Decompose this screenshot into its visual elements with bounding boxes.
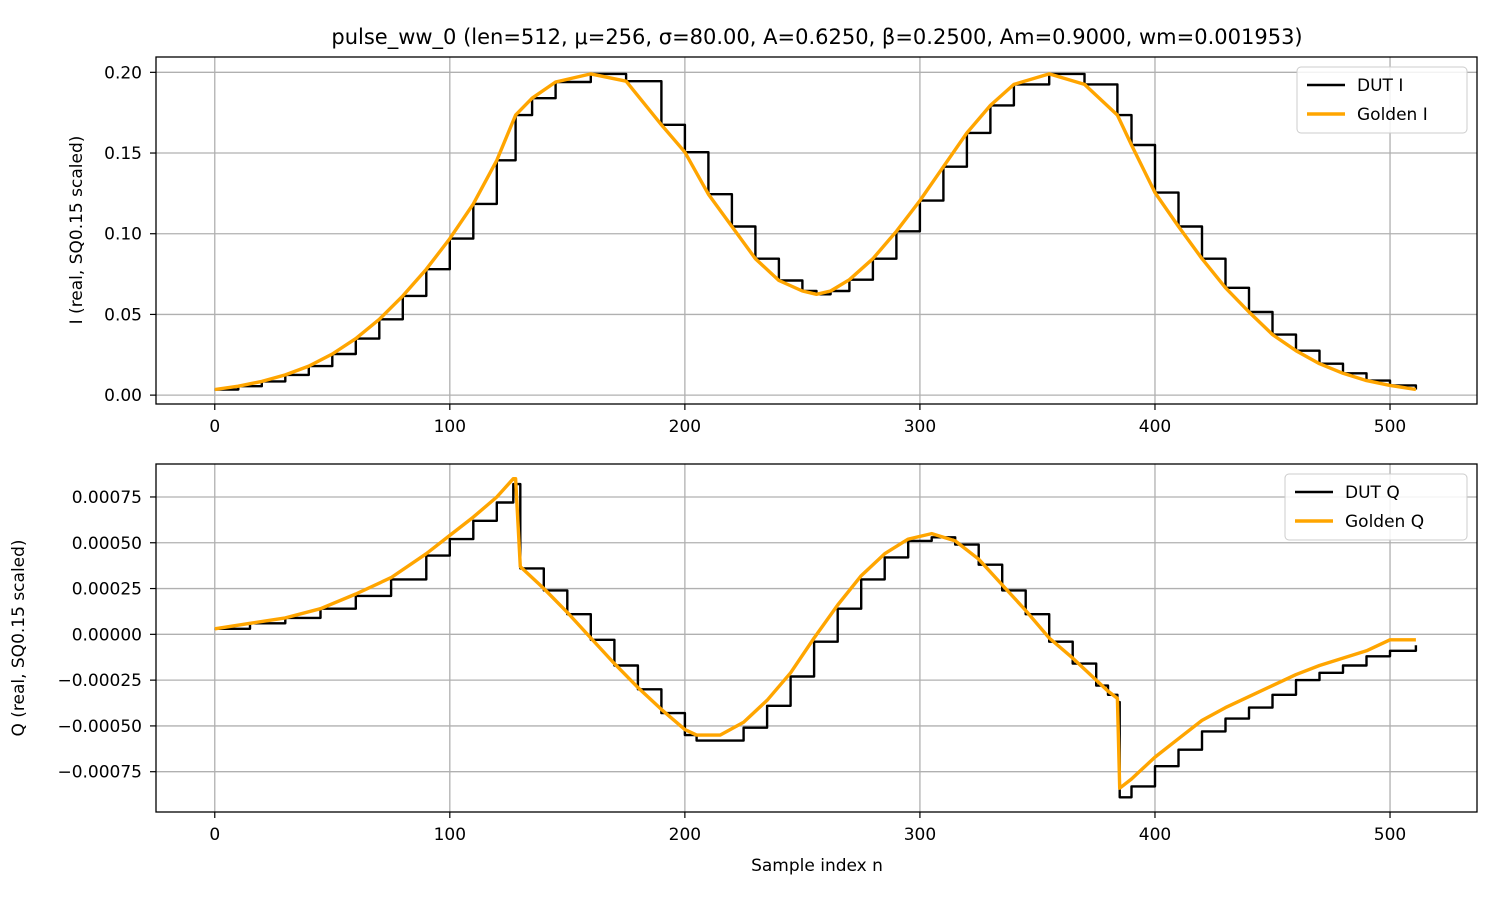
y-tick-label: 0.05 xyxy=(104,305,142,325)
bottom-x-axis-label: Sample index n xyxy=(751,856,883,876)
x-tick-label: 100 xyxy=(434,417,466,437)
legend-label: DUT Q xyxy=(1345,483,1400,503)
x-tick-label: 500 xyxy=(1374,825,1406,845)
y-tick-label: 0.00025 xyxy=(72,580,142,600)
dut-series-line xyxy=(214,72,1418,391)
y-tick-label: −0.00025 xyxy=(57,671,142,691)
top-y-axis-label: I (real, SQ0.15 scaled) xyxy=(67,136,87,325)
golden-series-line xyxy=(214,477,1416,790)
bottom-y-ticks: −0.00075 −0.00050 −0.00025 0.00000 0.00025 0.… xyxy=(57,488,156,783)
x-tick-label: 200 xyxy=(669,417,701,437)
top-panel-i-plot: 0 100 200 300 400 500 0.00 0.05 0.10 0.15 0.20 I … xyxy=(67,56,1478,437)
bottom-panel-q-plot: 0 100 200 300 400 500 −0.00075 −0.00050 −0.0002… xyxy=(9,463,1478,876)
y-tick-label: 0.20 xyxy=(104,63,142,83)
x-tick-label: 400 xyxy=(1139,417,1171,437)
dut-series-line xyxy=(214,482,1418,799)
x-tick-label: 0 xyxy=(209,417,220,437)
golden-series-line xyxy=(214,72,1417,392)
x-tick-label: 0 xyxy=(209,825,220,845)
y-tick-label: 0.15 xyxy=(104,144,142,164)
bottom-axes-frame xyxy=(155,463,1478,813)
y-tick-label: 0.00 xyxy=(104,386,142,406)
legend-label: DUT I xyxy=(1357,76,1403,96)
top-legend: DUT I Golden I xyxy=(1296,66,1468,134)
x-tick-label: 100 xyxy=(434,825,466,845)
top-series xyxy=(214,72,1418,392)
x-tick-label: 200 xyxy=(669,825,701,845)
top-grid xyxy=(156,57,1477,404)
y-tick-label: 0.00050 xyxy=(72,534,142,554)
figure-title: pulse_ww_0 (len=512, μ=256, σ=80.00, A=0… xyxy=(331,25,1302,50)
y-tick-label: 0.00075 xyxy=(72,488,142,508)
x-tick-label: 300 xyxy=(904,825,936,845)
bottom-series xyxy=(214,477,1418,799)
bottom-legend: DUT Q Golden Q xyxy=(1284,473,1468,541)
y-tick-label: −0.00050 xyxy=(57,717,142,737)
bottom-grid xyxy=(156,464,1477,812)
top-axes-frame xyxy=(155,56,1478,405)
legend-box xyxy=(1296,66,1468,134)
y-tick-label: −0.00075 xyxy=(57,763,142,783)
x-tick-label: 300 xyxy=(904,417,936,437)
x-tick-label: 400 xyxy=(1139,825,1171,845)
legend-label: Golden I xyxy=(1357,105,1428,125)
y-tick-label: 0.10 xyxy=(104,225,142,245)
legend-box xyxy=(1284,473,1468,541)
legend-label: Golden Q xyxy=(1345,512,1424,532)
x-tick-label: 500 xyxy=(1374,417,1406,437)
top-x-ticks: 0 100 200 300 400 500 xyxy=(209,404,1406,437)
y-tick-label: 0.00000 xyxy=(72,625,142,645)
bottom-y-axis-label: Q (real, SQ0.15 scaled) xyxy=(9,539,29,736)
top-y-ticks: 0.00 0.05 0.10 0.15 0.20 xyxy=(104,63,156,406)
bottom-x-ticks: 0 100 200 300 400 500 xyxy=(209,812,1406,845)
